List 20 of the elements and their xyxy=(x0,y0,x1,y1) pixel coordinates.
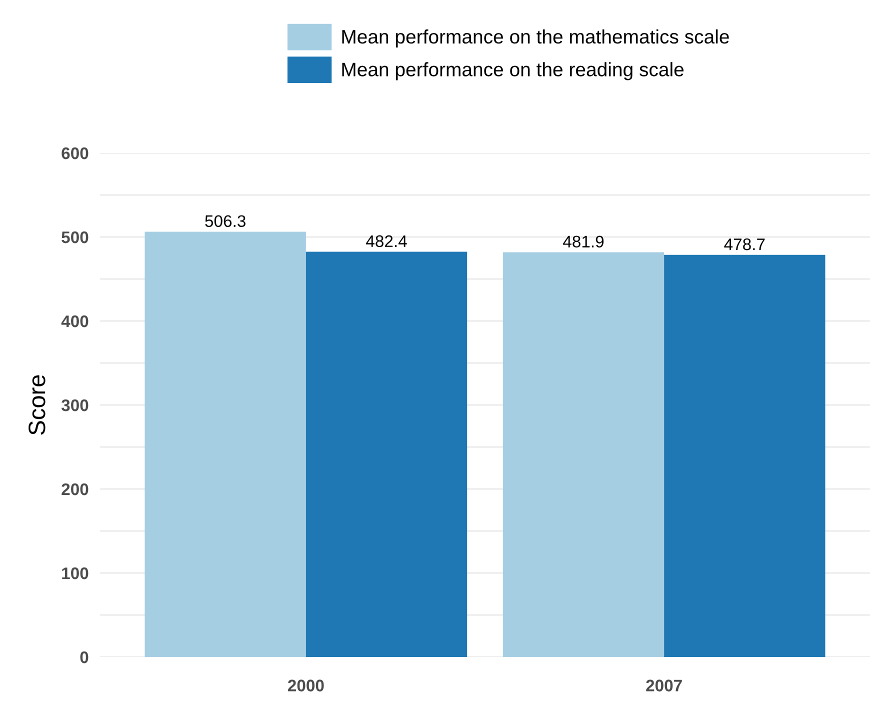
y-axis-title: Score xyxy=(28,375,46,435)
x-tick-label: 2007 xyxy=(646,680,682,692)
data-label: 482.4 xyxy=(366,235,407,248)
legend-label: Mean performance on the mathematics scale xyxy=(342,29,729,48)
x-tick-label: 2000 xyxy=(288,680,324,692)
bar xyxy=(306,252,468,657)
y-tick-label: 100 xyxy=(62,567,88,580)
data-label: 506.3 xyxy=(205,215,246,228)
bar xyxy=(502,252,664,657)
legend-label: Mean performance on the reading scale xyxy=(342,62,684,80)
y-tick-label: 300 xyxy=(61,399,88,412)
bar xyxy=(664,254,826,657)
data-label: 481.9 xyxy=(563,236,604,248)
bar xyxy=(144,232,306,657)
y-tick-label: 0 xyxy=(80,651,88,664)
y-tick-label: 200 xyxy=(62,483,88,496)
y-tick-label: 600 xyxy=(62,147,88,160)
data-label: 478.7 xyxy=(724,238,765,250)
y-tick-label: 400 xyxy=(61,315,88,328)
y-tick-label: 500 xyxy=(62,231,88,244)
